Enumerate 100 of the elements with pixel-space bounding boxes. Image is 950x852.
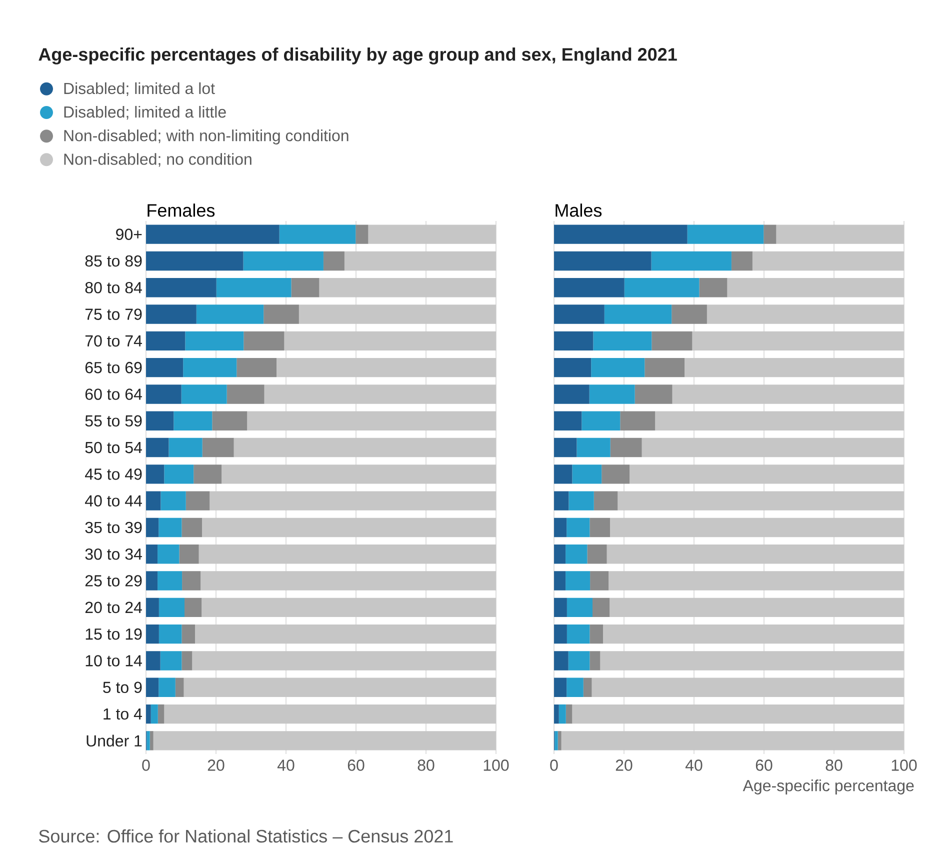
bar: [731, 251, 752, 271]
bar: [192, 651, 496, 670]
bar: [590, 571, 609, 590]
y-tick-label: 50 to 54: [85, 442, 142, 454]
bar: [652, 331, 692, 351]
bar: [687, 224, 764, 244]
bar: [146, 731, 150, 750]
bar: [692, 331, 904, 351]
bar: [554, 518, 567, 538]
bar: [572, 704, 904, 724]
x-tick-label: 40: [277, 760, 294, 771]
legend-label: Non-disabled; no condition: [64, 153, 252, 167]
bar: [158, 544, 180, 564]
bar: [554, 624, 567, 644]
bar: [554, 731, 558, 750]
bar: [244, 331, 284, 351]
bar: [185, 331, 244, 351]
bar: [558, 731, 562, 750]
bar: [226, 384, 264, 404]
bar: [672, 304, 707, 324]
bar: [776, 224, 904, 244]
x-tick-label: 80: [418, 760, 434, 771]
y-tick-label: 55 to 59: [85, 415, 142, 427]
bar: [603, 624, 904, 644]
bar: [764, 224, 776, 244]
x-tick-label: 60: [756, 760, 772, 771]
bar: [706, 304, 904, 324]
bar: [356, 224, 368, 244]
bar: [319, 278, 496, 298]
bar: [572, 464, 602, 484]
bar: [146, 571, 158, 590]
bar: [212, 411, 248, 430]
y-tick-label: 65 to 69: [85, 362, 142, 374]
bar: [298, 304, 496, 324]
bar: [279, 224, 356, 244]
bar: [146, 518, 159, 538]
bar: [158, 624, 182, 644]
bar: [158, 598, 185, 618]
bar: [210, 491, 496, 510]
bar: [186, 491, 210, 510]
y-tick-label: 1 to 4: [104, 708, 142, 720]
bar: [146, 704, 151, 724]
bar: [604, 304, 672, 324]
bar: [554, 278, 624, 298]
bar: [576, 438, 610, 458]
legend-label: Non-disabled; with non-limiting condition: [64, 130, 348, 144]
bar: [590, 651, 600, 670]
bar: [146, 598, 159, 618]
bar: [146, 411, 174, 430]
bar: [344, 251, 496, 271]
bar: [146, 491, 161, 510]
bar: [146, 304, 196, 324]
bar: [620, 411, 656, 430]
bar: [593, 331, 652, 351]
bar: [183, 358, 237, 378]
bar: [554, 544, 566, 564]
bar: [182, 518, 202, 538]
bar: [554, 651, 568, 670]
bar: [181, 384, 227, 404]
bar: [699, 278, 728, 298]
y-tick-label: 45 to 49: [85, 468, 142, 480]
bar: [146, 331, 186, 351]
bar: [264, 304, 299, 324]
bar: [610, 518, 904, 538]
bar: [583, 678, 592, 697]
bar: [200, 571, 496, 590]
bar: [554, 331, 594, 351]
legend-label: Disabled; limited a lot: [64, 82, 215, 96]
bar: [561, 731, 904, 750]
bar: [554, 411, 582, 430]
bar: [651, 251, 732, 271]
bar: [610, 438, 642, 458]
bar: [558, 704, 566, 724]
bar: [589, 384, 635, 404]
bar: [195, 624, 496, 644]
chart-subtitle: Males: [556, 204, 602, 217]
bar: [606, 544, 904, 564]
bar: [202, 438, 234, 458]
bar: [566, 678, 584, 697]
bar: [160, 651, 182, 670]
bar: [644, 358, 685, 378]
bar: [164, 464, 194, 484]
bar: [554, 384, 590, 404]
x-tick-label: 60: [348, 760, 364, 771]
bar: [554, 598, 567, 618]
y-tick-label: 35 to 39: [85, 522, 142, 534]
bar: [566, 518, 590, 538]
y-tick-label: 15 to 19: [86, 628, 142, 640]
bar: [179, 544, 199, 564]
bar: [146, 624, 159, 644]
bar: [566, 624, 590, 644]
bar: [566, 598, 593, 618]
bar: [566, 544, 588, 564]
bar: [554, 491, 569, 510]
y-tick-label: Under 1: [86, 734, 142, 747]
bar: [264, 384, 496, 404]
y-tick-label: 20 to 24: [85, 602, 142, 614]
bar: [276, 358, 496, 378]
bar: [158, 571, 182, 590]
bar: [184, 678, 496, 697]
